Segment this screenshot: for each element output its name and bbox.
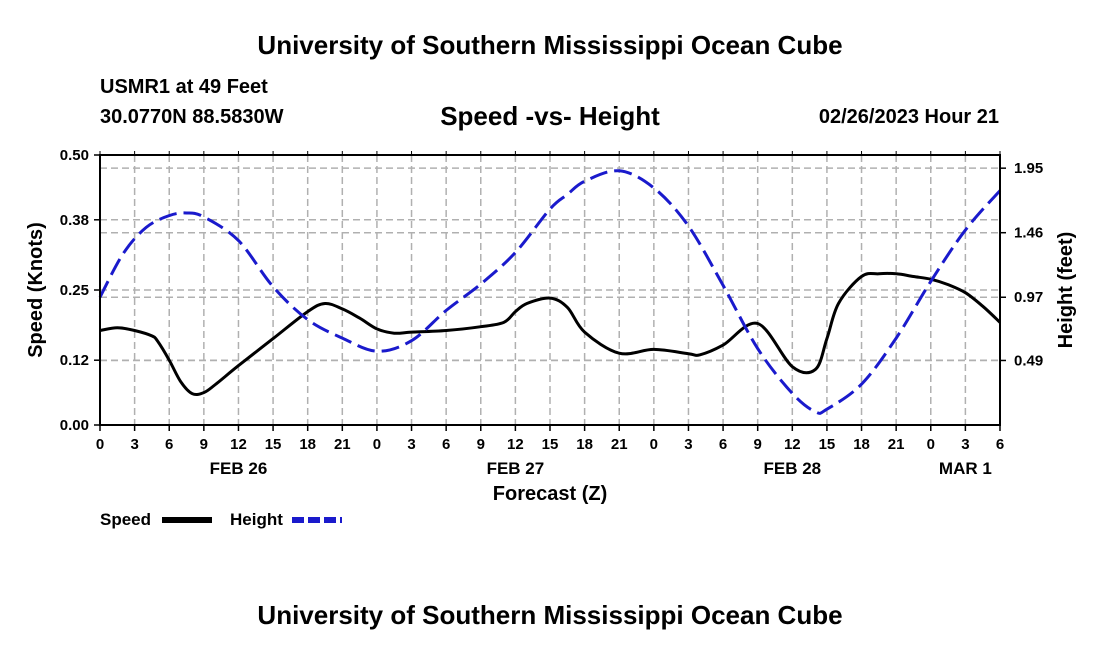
x-tick-label: 21 (334, 436, 351, 453)
chart-title: Speed -vs- Height (440, 101, 660, 131)
x-tick-label: 3 (407, 436, 415, 453)
x-date-label: MAR 1 (939, 459, 992, 478)
x-tick-label: 21 (888, 436, 905, 453)
legend-height-label: Height (230, 510, 283, 529)
x-tick-label: 18 (299, 436, 316, 453)
x-tick-label: 12 (507, 436, 524, 453)
x-tick-label: 6 (442, 436, 450, 453)
legend: Speed Height (100, 510, 342, 529)
legend-speed-label: Speed (100, 510, 151, 529)
series-layer (98, 169, 1002, 415)
x-tick-label: 0 (373, 436, 381, 453)
station-label: USMR1 at 49 Feet (100, 76, 268, 98)
x-tick-label: 6 (996, 436, 1004, 453)
x-tick-label: 15 (265, 436, 282, 453)
x-tick-label: 9 (754, 436, 762, 453)
x-tick-label: 0 (650, 436, 658, 453)
x-tick-label: 3 (130, 436, 138, 453)
x-date-label: FEB 26 (210, 459, 268, 478)
x-tick-label: 12 (784, 436, 801, 453)
x-tick-label: 18 (576, 436, 593, 453)
station-coordinates: 30.0770N 88.5830W (100, 106, 284, 128)
y-tick-label: 0.50 (60, 147, 89, 164)
x-tick-label: 12 (230, 436, 247, 453)
y2-tick-label: 0.97 (1014, 289, 1043, 306)
y-tick-label: 0.25 (60, 282, 89, 299)
x-tick-label: 18 (853, 436, 870, 453)
x-tick-label: 9 (477, 436, 485, 453)
y-axis-title: Speed (Knots) (25, 222, 47, 358)
x-tick-label: 3 (961, 436, 969, 453)
y-tick-label: 0.00 (60, 417, 89, 434)
x-tick-label: 15 (542, 436, 559, 453)
x-date-label: FEB 28 (763, 459, 821, 478)
y-tick-label: 0.38 (60, 212, 89, 229)
footer-title: University of Southern Mississippi Ocean… (257, 600, 843, 630)
main-title: University of Southern Mississippi Ocean… (257, 30, 843, 60)
x-tick-label: 6 (719, 436, 727, 453)
x-axis-title: Forecast (Z) (493, 483, 607, 505)
x-tick-label: 15 (819, 436, 836, 453)
x-tick-label: 9 (200, 436, 208, 453)
x-tick-label: 3 (684, 436, 692, 453)
x-tick-label: 6 (165, 436, 173, 453)
forecast-datetime: 02/26/2023 Hour 21 (818, 106, 999, 128)
grid-layer (100, 155, 1000, 425)
y2-axis-title: Height (feet) (1055, 232, 1077, 349)
y-tick-label: 0.12 (60, 352, 89, 369)
series-line-height (98, 169, 1002, 415)
x-tick-label: 0 (927, 436, 935, 453)
y2-tick-label: 1.46 (1014, 225, 1043, 242)
x-date-label: FEB 27 (487, 459, 545, 478)
y2-tick-label: 0.49 (1014, 352, 1043, 369)
x-tick-label: 21 (611, 436, 628, 453)
y2-tick-label: 1.95 (1014, 160, 1043, 177)
axis-layer: 0 3 6 9 12 15 18 21 0 3 6 9 12 15 18 21 0 3 6 9 12 15 18 21 0 3 6 F… (60, 147, 1043, 478)
series-line-speed (99, 271, 1002, 397)
x-tick-label: 0 (96, 436, 104, 453)
